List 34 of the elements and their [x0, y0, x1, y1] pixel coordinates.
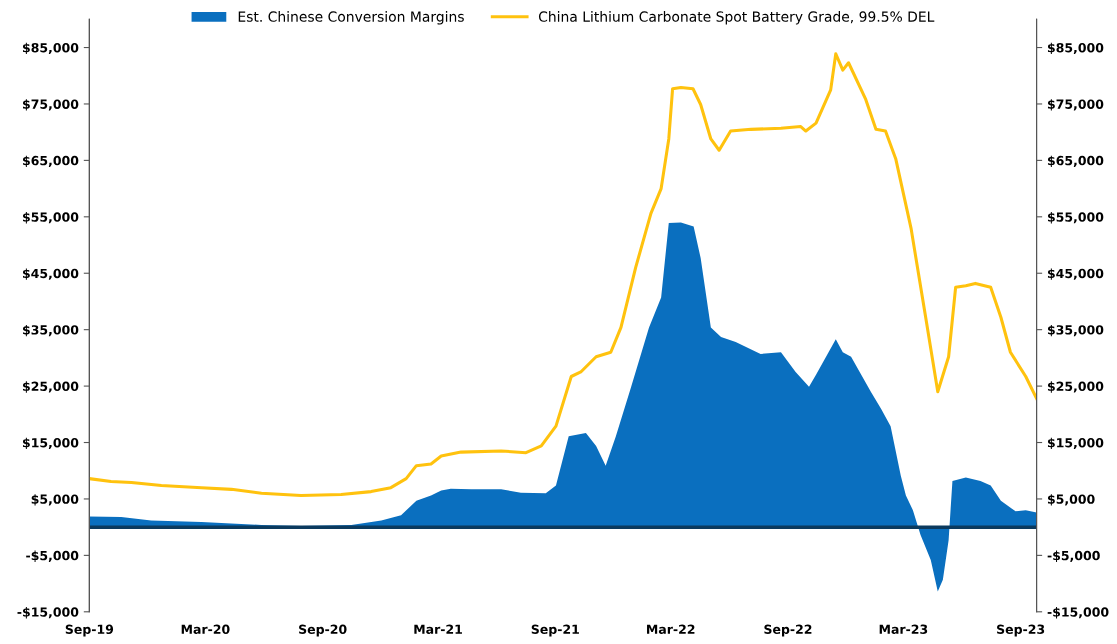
x-tick-label: Mar-22 [647, 624, 695, 634]
y-tick-label: $35,000 [22, 324, 79, 337]
x-tick-label: Mar-23 [879, 624, 928, 634]
y2-tick-label: $75,000 [1047, 99, 1104, 111]
x-tick-label: Mar-20 [181, 624, 230, 634]
y2-tick-label: $15,000 [1047, 437, 1104, 450]
y-tick-label: $25,000 [22, 381, 79, 393]
y-tick-label: $55,000 [22, 212, 79, 224]
y2-tick-label: $55,000 [1047, 212, 1104, 224]
y2-tick-label: -$5,000 [1047, 550, 1100, 562]
y2-tick-label: $25,000 [1047, 381, 1104, 393]
y2-tick-label: $65,000 [1047, 155, 1104, 167]
y2-tick-label: $85,000 [1047, 42, 1104, 55]
x-tick-label: Sep-21 [531, 624, 579, 637]
y-tick-label: $5,000 [31, 494, 79, 506]
x-tick-label: Sep-22 [764, 624, 812, 637]
x-tick-label: Sep-19 [65, 624, 114, 637]
x-tick-label: Mar-21 [414, 624, 462, 634]
y2-tick-label: $35,000 [1047, 324, 1104, 337]
line-series [89, 52, 1037, 498]
y-tick-label: $65,000 [22, 155, 79, 167]
y2-tick-label: $45,000 [1047, 268, 1104, 280]
y-tick-label: $15,000 [22, 437, 79, 450]
y-tick-label: $85,000 [22, 42, 79, 55]
x-tick-label: Sep-23 [997, 624, 1045, 637]
legend-label: China Lithium Carbonate Spot Battery Grade, 99.5% DEL [538, 11, 935, 25]
y2-tick-label: -$15,000 [1047, 607, 1109, 619]
y-tick-label: $45,000 [22, 268, 79, 280]
y2-tick-label: $5,000 [1047, 494, 1095, 506]
x-tick-label: Sep-20 [299, 624, 347, 637]
y-tick-label: -$15,000 [17, 607, 79, 619]
y-tick-label: -$5,000 [26, 550, 79, 562]
y-tick-label: $75,000 [22, 99, 79, 111]
legend-label: Est. Chinese Conversion Margins [238, 11, 464, 25]
